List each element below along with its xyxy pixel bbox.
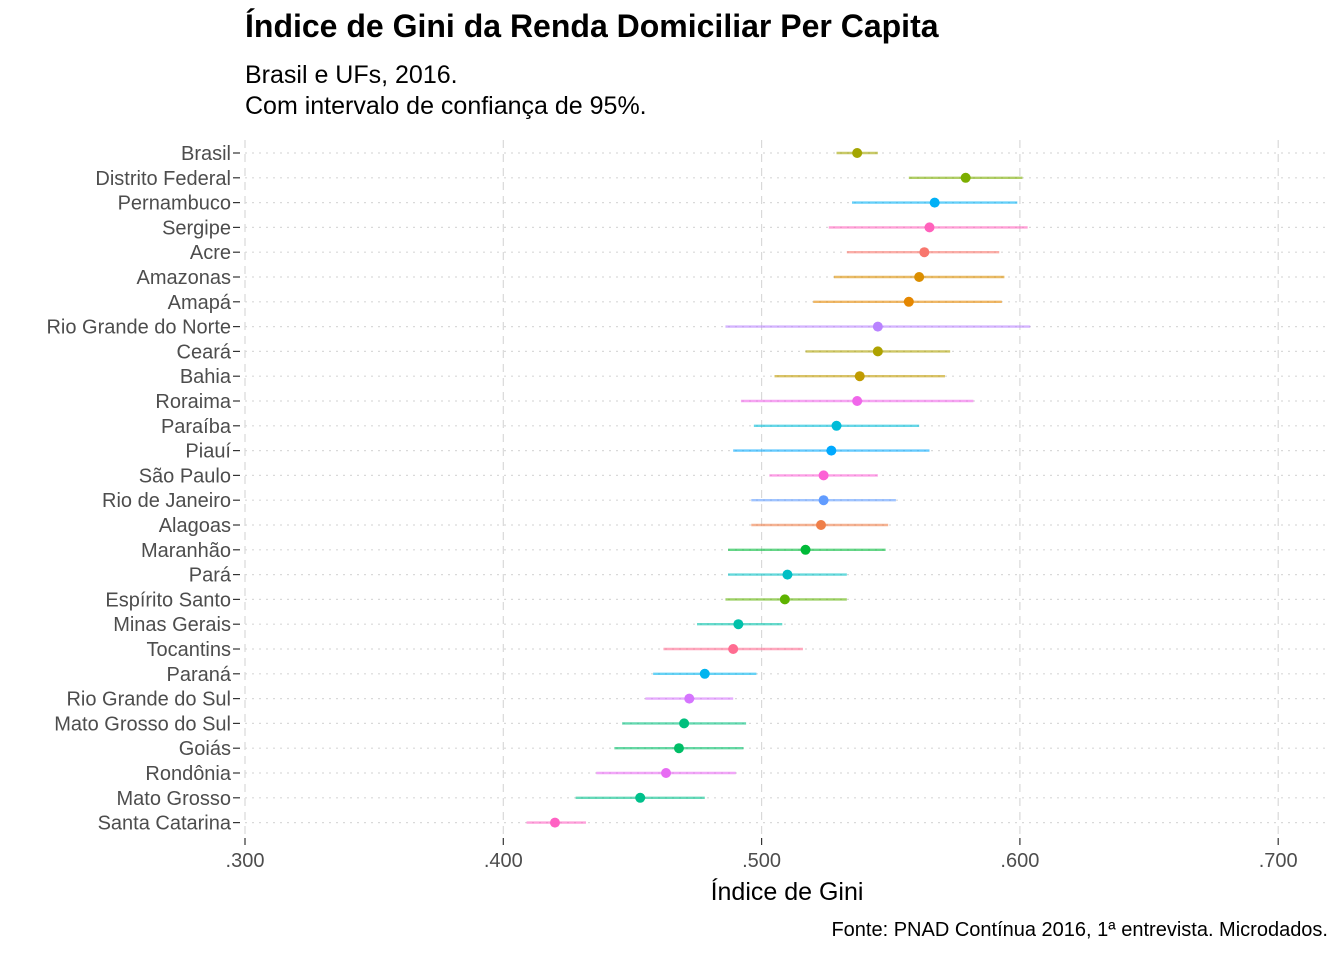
data-point [872,346,883,357]
y-tick-label: Mato Grosso [117,788,231,810]
data-point [699,668,710,679]
y-tick-label: Santa Catarina [98,813,232,835]
data-point [782,569,793,580]
x-tick-label: .600 [1000,850,1039,872]
y-tick-label: Bahia [180,366,232,388]
y-tick-label: Pernambuco [118,193,231,215]
x-tick-label: .700 [1259,850,1298,872]
y-tick-label: Ceará [177,341,232,363]
y-tick-label: Acre [190,242,231,264]
source-caption: Fonte: PNAD Contínua 2016, 1ª entrevista… [831,919,1328,941]
y-tick-label: Brasil [181,143,231,165]
data-point [924,222,935,233]
data-point [661,768,672,778]
y-tick-label: Espírito Santo [105,589,231,611]
y-tick-label: Maranhão [141,540,231,562]
data-point [903,296,914,307]
data-point [679,718,690,729]
y-tick-label: Paraíba [161,416,232,438]
data-point [929,197,940,208]
data-point [673,743,684,754]
x-tick-label: .500 [742,850,781,872]
confidence-intervals [526,151,1031,824]
y-tick-label: Amapá [168,292,232,314]
data-point [826,445,837,456]
data-point [960,172,971,183]
data-points [549,148,971,828]
y-tick-label: Paraná [167,664,232,686]
data-point [733,619,744,630]
data-point [919,247,930,258]
y-tick-label: Goiás [179,738,231,760]
data-point [800,544,811,555]
y-tick-label: Tocantins [147,639,232,661]
y-tick-label: Mato Grosso do Sul [54,713,231,735]
data-point [728,644,739,654]
y-tick-label: Roraima [155,391,231,413]
data-point [818,495,829,506]
chart-subtitle: Brasil e UFs, 2016. Com intervalo de con… [245,60,647,122]
data-point [852,396,863,406]
data-point [831,420,842,431]
data-point [872,321,883,332]
grid-lines [244,140,1330,836]
y-tick-label: Pará [189,565,232,587]
data-point [852,148,863,158]
data-point [549,817,560,828]
data-point [914,272,925,282]
y-tick-label: Alagoas [159,515,231,537]
y-tick-label: Rio Grande do Norte [46,317,231,339]
data-point [854,371,865,382]
y-tick-label: Rondônia [145,763,232,785]
y-tick-label: Piauí [185,441,231,463]
data-point [818,470,829,481]
subtitle-line-2: Com intervalo de confiança de 95%. [245,92,647,120]
x-tick-label: .400 [484,850,523,872]
data-point [779,594,790,605]
y-tick-label: Amazonas [137,267,232,289]
x-axis: .300 .400 .500 .600 .700 [226,838,1298,872]
y-tick-label: Minas Gerais [113,614,231,636]
chart-title: Índice de Gini da Renda Domiciliar Per C… [245,8,939,44]
data-point [816,520,827,530]
y-tick-label: Distrito Federal [95,168,231,190]
data-point [635,792,646,803]
x-axis-title: Índice de Gini [711,877,864,906]
data-point [684,693,695,704]
x-tick-label: .300 [226,850,265,872]
y-tick-label: Sergipe [162,217,231,239]
y-tick-label: Rio Grande do Sul [66,689,231,711]
y-tick-label: Rio de Janeiro [102,490,231,512]
y-tick-label: São Paulo [139,465,231,487]
subtitle-line-1: Brasil e UFs, 2016. [245,61,458,89]
